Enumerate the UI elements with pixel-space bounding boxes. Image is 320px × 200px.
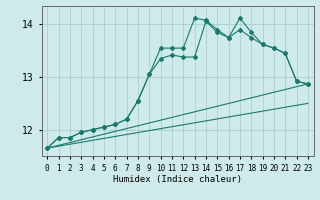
X-axis label: Humidex (Indice chaleur): Humidex (Indice chaleur) [113,175,242,184]
